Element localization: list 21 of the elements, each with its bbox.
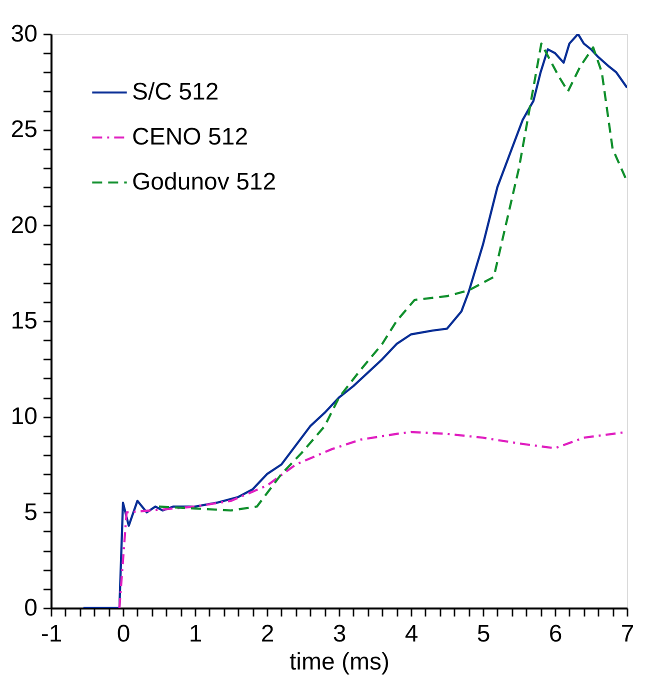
x-axis-title: time (ms) [290, 648, 390, 676]
y-tick-label: 20 [10, 212, 38, 239]
x-tick-label: 1 [188, 620, 202, 648]
x-tick-label: 6 [548, 620, 562, 648]
x-tick-label: -1 [40, 620, 62, 648]
y-tick-label: 0 [24, 594, 38, 622]
x-tick-label: 2 [260, 620, 274, 648]
x-tick-label: 3 [332, 620, 346, 648]
y-tick-label: 25 [10, 116, 38, 144]
x-tick-label: 7 [620, 620, 634, 648]
y-tick-label: 30 [10, 20, 38, 48]
legend-label: S/C 512 [132, 78, 219, 106]
legend-label: CENO 512 [132, 124, 248, 150]
y-tick-label: 5 [24, 498, 38, 526]
x-tick-label: 4 [404, 620, 418, 648]
y-tick-label: 15 [10, 308, 38, 334]
line-series [82, 34, 627, 608]
x-tick-label: 0 [116, 620, 130, 648]
y-tick-label: 10 [10, 403, 38, 430]
x-tick-label: 5 [476, 620, 490, 648]
legend-label: Godunov 512 [132, 168, 276, 196]
